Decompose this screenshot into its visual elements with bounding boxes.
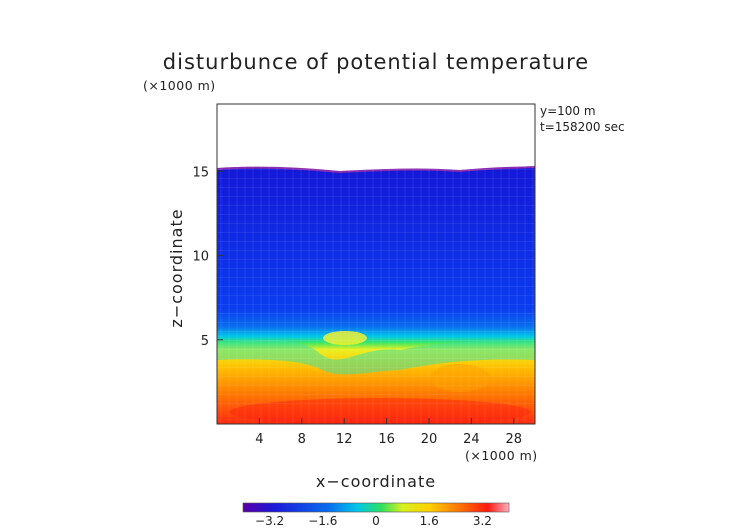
- colorbar-tick-label: −1.6: [308, 514, 337, 528]
- y-axis-ticks: 5 10 15: [192, 165, 223, 349]
- x-tick-label: 16: [378, 432, 395, 447]
- plot-area: [216, 103, 536, 425]
- chart-title: disturbunce of potential temperature: [163, 50, 589, 74]
- warm-blob: [323, 331, 367, 345]
- field-top-edge: [217, 166, 535, 174]
- contour-lines: [217, 156, 535, 424]
- x-tick-label: 28: [506, 432, 523, 447]
- y-unit-label: (×1000 m): [143, 78, 216, 93]
- x-tick-label: 20: [421, 432, 438, 447]
- colorbar-tick-label: 0: [372, 514, 380, 528]
- y-tick-label: 5: [201, 334, 209, 349]
- colorbar-gradient: [242, 502, 510, 513]
- colorbar: −3.2 −1.6 0 1.6 3.2: [242, 502, 510, 528]
- y-tick-label: 15: [192, 165, 209, 180]
- x-unit-label: (×1000 m): [465, 448, 538, 463]
- x-tick-label: 4: [255, 432, 263, 447]
- x-tick-label: 8: [298, 432, 306, 447]
- warm-core: [430, 364, 490, 392]
- transition-band: [217, 340, 535, 375]
- colorbar-tick-label: −3.2: [255, 514, 284, 528]
- x-tick-label: 12: [336, 432, 353, 447]
- y-axis-label: z−coordinate: [167, 208, 186, 327]
- annotation-t: t=158200 sec: [540, 120, 625, 134]
- plot-frame: [216, 103, 536, 425]
- hot-surface: [230, 398, 530, 424]
- y-tick-label: 10: [192, 250, 209, 265]
- colorbar-ticks: −3.2 −1.6 0 1.6 3.2: [255, 514, 492, 528]
- annotation-y: y=100 m: [540, 104, 596, 118]
- x-tick-label: 24: [463, 432, 480, 447]
- colorbar-tick-label: 1.6: [420, 514, 439, 528]
- x-axis-label: x−coordinate: [316, 472, 436, 491]
- x-axis-ticks: 4 8 12 16 20 24 28: [255, 418, 522, 447]
- colorbar-tick-label: 3.2: [473, 514, 492, 528]
